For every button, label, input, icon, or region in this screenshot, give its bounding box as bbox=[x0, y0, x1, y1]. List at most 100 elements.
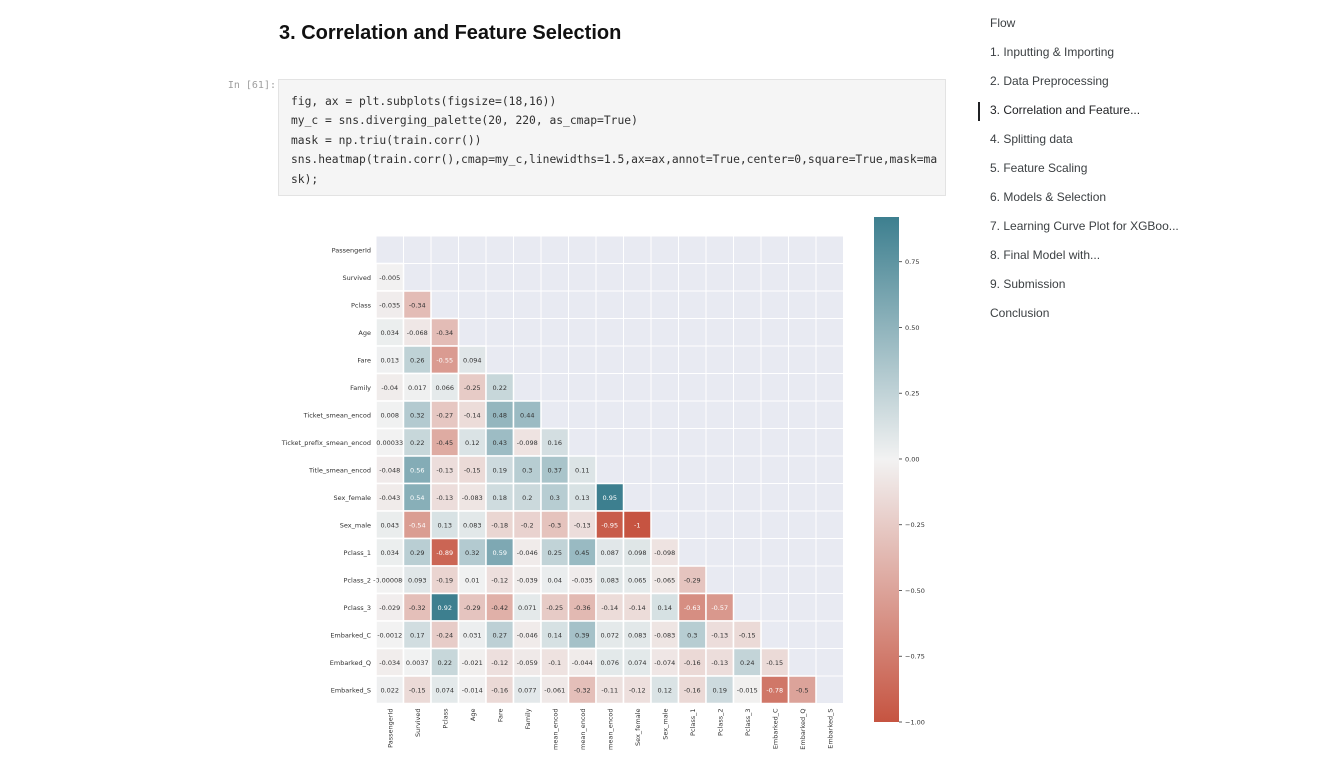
cell-annotation: 0.077 bbox=[518, 686, 537, 694]
heatmap-cell bbox=[485, 537, 515, 567]
cell-annotation: 0.083 bbox=[463, 521, 482, 529]
cell-annotation: 0.093 bbox=[408, 576, 427, 584]
cell-annotation: 0.094 bbox=[463, 356, 482, 364]
column-tick-label: mean_encod bbox=[551, 709, 559, 750]
cell-annotation: 0.11 bbox=[575, 466, 589, 474]
cell-annotation: 0.95 bbox=[603, 494, 617, 502]
section-heading: 3. Correlation and Feature Selection bbox=[279, 22, 622, 44]
colorbar-tick-label: 0.75 bbox=[905, 258, 919, 266]
cell-annotation: -0.039 bbox=[517, 576, 538, 584]
colorbar-tick-label: −0.75 bbox=[905, 653, 925, 661]
cell-annotation: -0.32 bbox=[409, 604, 426, 612]
cell-annotation: -0.78 bbox=[766, 686, 783, 694]
correlation-heatmap: -0.005 -0.035 -0.34 0.034 -0.068 -0.34 0.013 0.… bbox=[281, 217, 925, 750]
cell-annotation: 0.22 bbox=[438, 659, 452, 667]
colorbar-tick-label: −0.50 bbox=[905, 587, 925, 595]
cell-annotation: -0.13 bbox=[574, 521, 591, 529]
row-tick-label: Sex_male bbox=[340, 521, 371, 529]
cell-annotation: -0.044 bbox=[572, 659, 593, 667]
heatmap-cell bbox=[402, 400, 432, 430]
toc-item-splitting-data[interactable]: 4. Splitting data bbox=[990, 132, 1073, 146]
cell-annotation: 0.2 bbox=[522, 494, 532, 502]
cell-annotation: -0.89 bbox=[436, 549, 453, 557]
toc-item-submission[interactable]: 9. Submission bbox=[990, 277, 1066, 291]
toc-item-final-model[interactable]: 8. Final Model with... bbox=[990, 248, 1101, 262]
cell-annotation: -0.046 bbox=[517, 631, 538, 639]
cell-annotation: 0.13 bbox=[575, 494, 589, 502]
heatmap-cell bbox=[375, 262, 405, 292]
cell-annotation: 0.14 bbox=[658, 604, 672, 612]
cell-annotation: -0.15 bbox=[464, 466, 481, 474]
cell-annotation: 0.59 bbox=[493, 549, 507, 557]
cell-annotation: 0.034 bbox=[380, 329, 399, 337]
cell-annotation: -0.14 bbox=[629, 604, 646, 612]
cell-annotation: -0.34 bbox=[436, 329, 453, 337]
cell-annotation: -0.19 bbox=[436, 576, 453, 584]
column-tick-label: mean_encod bbox=[606, 709, 614, 750]
colorbar bbox=[874, 217, 899, 722]
cell-annotation: 0.19 bbox=[713, 686, 727, 694]
row-tick-label: Pclass bbox=[351, 301, 372, 309]
cell-annotation: 0.16 bbox=[548, 439, 562, 447]
cell-annotation: -0.57 bbox=[711, 604, 728, 612]
cell-annotation: -0.021 bbox=[462, 659, 483, 667]
heatmap-cell bbox=[430, 510, 460, 540]
cell-annotation: -0.16 bbox=[684, 686, 701, 694]
cell-annotation: -0.32 bbox=[574, 686, 591, 694]
toc-item-inputting-importing[interactable]: 1. Inputting & Importing bbox=[990, 45, 1115, 59]
row-tick-label: Ticket_prefix_smean_encod bbox=[281, 439, 371, 447]
cell-annotation: 0.32 bbox=[410, 411, 424, 419]
row-tick-label: Sex_female bbox=[333, 494, 371, 502]
colorbar-tick-label: 0.50 bbox=[905, 324, 919, 332]
cell-annotation: -0.005 bbox=[379, 274, 400, 282]
cell-annotation: -0.2 bbox=[521, 521, 534, 529]
cell-annotation: 0.017 bbox=[408, 384, 427, 392]
toc-item-flow[interactable]: Flow bbox=[990, 16, 1016, 30]
cell-annotation: 0.26 bbox=[410, 356, 424, 364]
cell-annotation: 0.065 bbox=[628, 576, 647, 584]
toc-item-feature-scaling[interactable]: 5. Feature Scaling bbox=[990, 161, 1088, 175]
cell-annotation: 0.031 bbox=[463, 631, 482, 639]
toc-item-models-selection[interactable]: 6. Models & Selection bbox=[990, 190, 1107, 204]
cell-annotation: -0.29 bbox=[684, 576, 701, 584]
column-tick-label: Embarked_Q bbox=[799, 709, 807, 750]
cell-annotation: -0.068 bbox=[407, 329, 428, 337]
row-tick-label: Ticket_smean_encod bbox=[303, 411, 371, 419]
cell-annotation: -0.034 bbox=[379, 659, 400, 667]
toc-item-data-preprocessing[interactable]: 2. Data Preprocessing bbox=[990, 74, 1109, 88]
cell-annotation: -0.18 bbox=[491, 521, 508, 529]
heatmap-cell bbox=[540, 482, 570, 512]
column-tick-label: Pclass_1 bbox=[689, 709, 697, 736]
cell-annotation: -0.083 bbox=[654, 631, 675, 639]
cell-annotation: -0.55 bbox=[436, 356, 453, 364]
cell-annotation: -0.04 bbox=[381, 384, 398, 392]
code-cell[interactable]: fig, ax = plt.subplots(figsize=(18,16)) … bbox=[278, 79, 946, 196]
cell-annotation: -0.34 bbox=[409, 301, 426, 309]
cell-annotation: -0.098 bbox=[517, 439, 538, 447]
cell-annotation: -0.5 bbox=[796, 686, 809, 694]
toc-item-conclusion[interactable]: Conclusion bbox=[990, 306, 1050, 320]
heatmap-cell bbox=[430, 400, 460, 430]
column-tick-label: Embarked_C bbox=[771, 708, 779, 749]
cell-annotation: 0.034 bbox=[380, 549, 399, 557]
cell-annotation: 0.24 bbox=[740, 659, 754, 667]
column-tick-label: Fare bbox=[496, 709, 504, 723]
colorbar-tick-label: 0.00 bbox=[905, 455, 919, 463]
cell-annotation: -0.043 bbox=[379, 494, 400, 502]
cell-annotation: -0.098 bbox=[654, 549, 675, 557]
cell-annotation: -0.12 bbox=[629, 686, 646, 694]
column-tick-label: Embarked_S bbox=[826, 709, 834, 749]
cell-annotation: 0.013 bbox=[380, 356, 399, 364]
colorbar-tick-label: −1.00 bbox=[905, 719, 925, 727]
cell-annotation: 0.18 bbox=[493, 494, 507, 502]
cell-output: -0.005 -0.035 -0.34 0.034 -0.068 -0.34 0.013 0.… bbox=[278, 205, 946, 752]
cell-annotation: 0.3 bbox=[522, 466, 532, 474]
cell-annotation: -0.065 bbox=[654, 576, 675, 584]
cell-annotation: -0.13 bbox=[711, 659, 728, 667]
cell-annotation: 0.25 bbox=[548, 549, 562, 557]
heatmap-cell bbox=[485, 372, 515, 402]
cell-annotation: -0.046 bbox=[517, 549, 538, 557]
toc-item-correlation[interactable]: 3. Correlation and Feature... bbox=[978, 97, 1218, 126]
cell-annotation: 0.12 bbox=[465, 439, 479, 447]
toc-item-learning-curve[interactable]: 7. Learning Curve Plot for XGBoo... bbox=[990, 219, 1179, 233]
